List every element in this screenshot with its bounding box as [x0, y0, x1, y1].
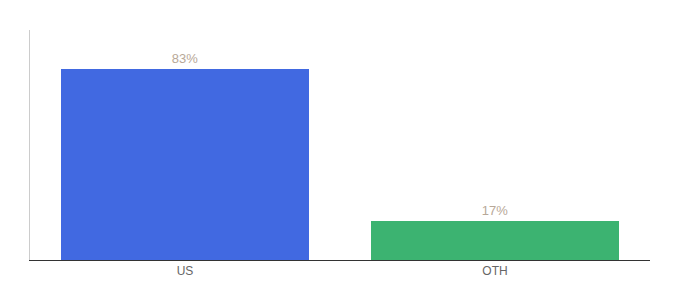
svg-text:83%: 83% [172, 51, 198, 66]
svg-text:17%: 17% [482, 203, 508, 218]
svg-text:US: US [177, 264, 194, 278]
svg-text:OTH: OTH [482, 264, 507, 278]
